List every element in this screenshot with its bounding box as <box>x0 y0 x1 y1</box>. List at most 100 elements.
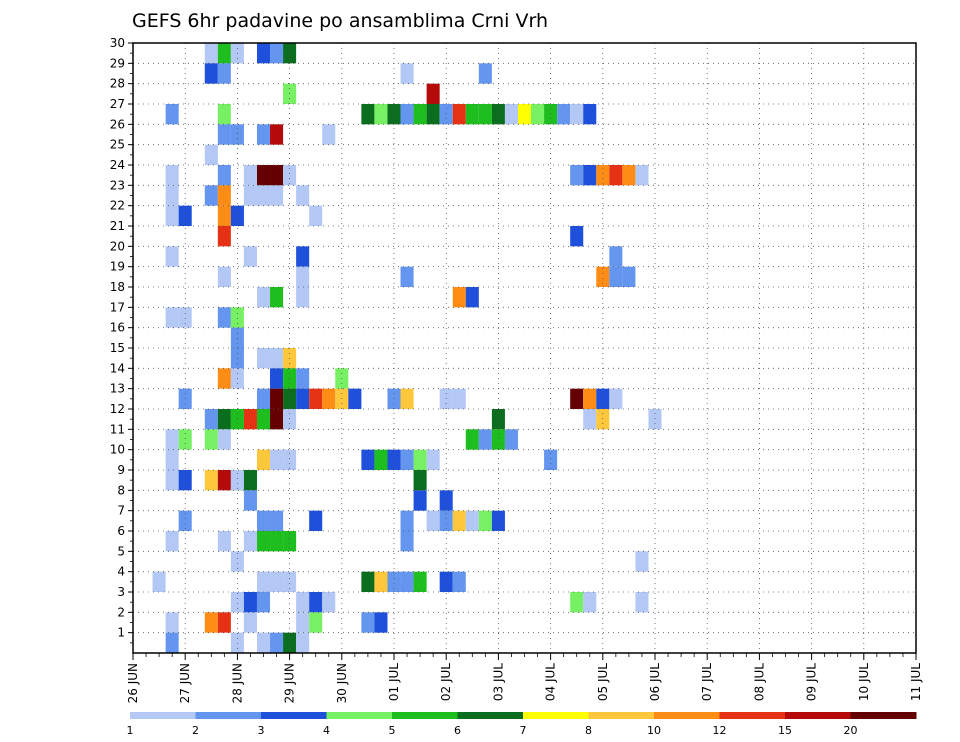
precip-cell <box>256 510 271 531</box>
precip-cell <box>217 63 231 84</box>
precip-cell <box>243 612 257 633</box>
colorbar-label: 20 <box>844 724 858 737</box>
precip-cell <box>204 470 218 491</box>
y-tick-label: 21 <box>110 219 125 233</box>
precip-cell <box>270 388 284 409</box>
colorbar-label: 10 <box>647 724 661 737</box>
precip-cell <box>256 165 271 186</box>
colorbar-label: 4 <box>323 724 330 737</box>
y-tick-label: 28 <box>110 77 125 91</box>
colorbar-swatch <box>654 712 720 719</box>
precip-cell <box>217 470 231 491</box>
x-tick-label: 08 JUL <box>752 663 766 701</box>
colorbar-swatch <box>850 712 917 719</box>
precip-cell <box>270 632 284 653</box>
precip-cell <box>570 592 584 613</box>
colorbar-label: 7 <box>520 724 527 737</box>
precip-cell <box>439 104 453 125</box>
precip-cell <box>217 531 231 552</box>
x-tick-label: 26 JUN <box>126 663 140 703</box>
y-tick-label: 20 <box>110 239 125 253</box>
x-tick-label: 03 JUL <box>491 663 505 701</box>
precip-cell <box>217 307 231 328</box>
y-tick-label: 29 <box>110 56 125 70</box>
y-tick-label: 25 <box>110 138 125 152</box>
precip-cell <box>296 246 310 267</box>
precip-cell <box>374 571 388 592</box>
x-tick-label: 27 JUN <box>178 663 192 703</box>
precip-cell <box>635 165 649 186</box>
precip-cell <box>452 388 466 409</box>
precip-cell <box>374 449 388 470</box>
precip-cell <box>635 551 649 572</box>
y-tick-label: 11 <box>110 422 125 436</box>
colorbar-label: 6 <box>454 724 461 737</box>
precip-cell <box>322 124 336 145</box>
precip-cell <box>270 348 284 369</box>
precip-cell <box>230 470 244 491</box>
x-tick-label: 05 JUL <box>596 663 610 701</box>
precip-cell <box>648 409 662 430</box>
precip-cell <box>270 571 284 592</box>
precip-cell <box>283 165 297 186</box>
x-tick-label: 02 JUL <box>439 663 453 701</box>
precip-cell <box>217 368 231 389</box>
precip-cell <box>178 470 192 491</box>
precip-cell <box>426 83 440 104</box>
colorbar-swatch <box>261 712 327 719</box>
precip-cell <box>270 368 284 389</box>
precip-cell <box>243 246 257 267</box>
precip-cell <box>322 388 336 409</box>
y-tick-label: 2 <box>117 605 125 619</box>
precip-cell <box>309 205 323 226</box>
precip-cell <box>361 104 375 125</box>
precip-cell <box>491 409 505 430</box>
colorbar-label: 5 <box>389 724 396 737</box>
x-tick-label: 28 JUN <box>230 663 244 703</box>
precip-cell <box>256 632 271 653</box>
colorbar-legend: 1 2 3 4 5 6 7 8 10 12 15 20 <box>127 712 917 737</box>
precip-cell <box>178 307 192 328</box>
precip-cell <box>413 104 427 125</box>
precip-cell <box>178 429 192 450</box>
precip-cell <box>243 409 257 430</box>
precip-cell <box>296 388 310 409</box>
x-tick-label: 11 JUL <box>909 663 923 701</box>
precip-cell <box>270 449 284 470</box>
precip-cell <box>296 266 310 287</box>
y-tick-label: 17 <box>110 300 125 314</box>
precip-cell <box>465 104 479 125</box>
y-tick-label: 26 <box>110 117 125 131</box>
y-tick-label: 4 <box>117 565 125 579</box>
y-tick-label: 30 <box>110 36 125 50</box>
precip-cell <box>609 246 623 267</box>
precip-cell <box>165 104 179 125</box>
colorbar-swatch <box>523 712 589 719</box>
precip-cell <box>609 165 623 186</box>
precip-cell <box>491 429 505 450</box>
precip-cell <box>596 165 610 186</box>
y-tick-label: 10 <box>110 443 125 457</box>
x-tick-label: 30 JUN <box>335 663 349 703</box>
colorbar-swatch <box>719 712 786 719</box>
precip-cell <box>230 551 244 572</box>
precip-cell <box>622 165 636 186</box>
precip-cell <box>256 388 271 409</box>
precip-cell <box>243 165 257 186</box>
colorbar-label: 15 <box>778 724 792 737</box>
colorbar-label: 12 <box>713 724 727 737</box>
precip-cell <box>361 449 375 470</box>
precip-cell <box>204 429 218 450</box>
precip-cell <box>439 571 453 592</box>
precip-cell <box>557 104 571 125</box>
precip-cell <box>296 592 310 613</box>
precip-cell <box>374 612 388 633</box>
colorbar-swatch <box>785 712 851 719</box>
precip-cell <box>230 307 244 328</box>
precip-cell <box>256 571 271 592</box>
precip-cell <box>283 632 297 653</box>
precip-cell <box>413 490 427 511</box>
precip-cell <box>465 429 479 450</box>
precip-cell <box>283 409 297 430</box>
y-tick-label: 23 <box>110 178 125 192</box>
